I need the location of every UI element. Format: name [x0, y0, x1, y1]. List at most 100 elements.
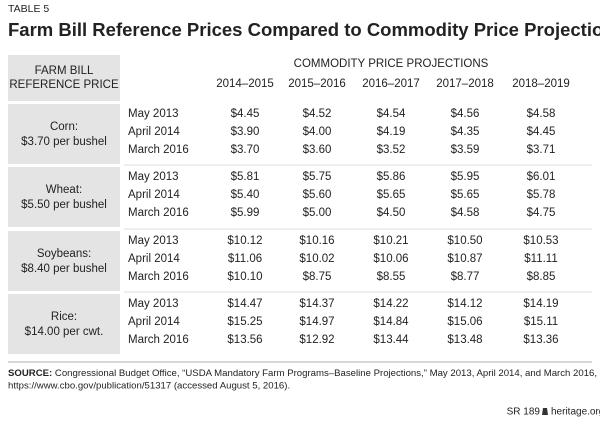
group-cell [8, 231, 120, 291]
cell-value: $4.50 [377, 207, 406, 219]
group-label: Wheat: [46, 184, 82, 196]
cell-value: $5.95 [451, 171, 480, 183]
row-date: March 2016 [128, 207, 189, 219]
cell-value: $15.25 [227, 316, 262, 328]
table-label: TABLE 5 [8, 3, 49, 15]
cell-value: $14.12 [447, 298, 482, 310]
cell-value: $5.65 [377, 189, 406, 201]
cell-value: $4.54 [377, 108, 406, 120]
cell-value: $3.59 [451, 144, 480, 156]
row-date: March 2016 [128, 144, 189, 156]
source-label: SOURCE: [8, 368, 55, 379]
bell-icon [542, 408, 548, 415]
row-date: May 2013 [128, 298, 179, 310]
cell-value: $4.75 [527, 207, 556, 219]
source-line: SOURCE: Congressional Budget Office, “US… [8, 368, 597, 379]
row-date: April 2014 [128, 126, 180, 138]
cell-value: $8.77 [451, 271, 480, 283]
cell-value: $10.02 [299, 253, 334, 265]
cell-value: $5.78 [527, 189, 556, 201]
cell-value: $4.56 [451, 108, 480, 120]
cell-value: $10.06 [373, 253, 408, 265]
cell-value: $5.81 [231, 171, 260, 183]
cell-value: $14.19 [523, 298, 558, 310]
group-label: Rice: [51, 311, 77, 323]
group-label: $14.00 per cwt. [25, 326, 104, 338]
cell-value: $14.97 [299, 316, 334, 328]
title: Farm Bill Reference Prices Compared to C… [8, 19, 600, 40]
cell-value: $10.21 [373, 235, 408, 247]
row-date: May 2013 [128, 235, 179, 247]
corner-text: FARM BILL [35, 65, 94, 77]
cell-value: $3.52 [377, 144, 406, 156]
cell-value: $4.52 [303, 108, 332, 120]
cell-value: $3.60 [303, 144, 332, 156]
column-header: 2016–2017 [362, 78, 420, 90]
cell-value: $10.50 [447, 235, 482, 247]
row-date: March 2016 [128, 334, 189, 346]
cell-value: $5.00 [303, 207, 332, 219]
cell-value: $6.01 [527, 171, 556, 183]
cell-value: $10.16 [299, 235, 334, 247]
row-date: March 2016 [128, 271, 189, 283]
cell-value: $13.36 [523, 334, 558, 346]
cell-value: $12.92 [299, 334, 334, 346]
cell-value: $5.60 [303, 189, 332, 201]
cell-value: $11.11 [524, 253, 557, 265]
row-date: April 2014 [128, 189, 180, 201]
column-header: 2018–2019 [512, 78, 570, 90]
cell-value: $15.06 [447, 316, 482, 328]
cell-value: $3.71 [527, 144, 556, 156]
row-date: April 2014 [128, 316, 180, 328]
cell-value: $4.45 [231, 108, 260, 120]
cell-value: $13.56 [227, 334, 262, 346]
cell-value: $13.48 [447, 334, 482, 346]
cell-value: $5.75 [303, 171, 332, 183]
cell-value: $5.99 [231, 207, 260, 219]
corner-cell [8, 55, 120, 101]
group-label: $8.40 per bushel [21, 263, 107, 275]
cell-value: $10.87 [447, 253, 482, 265]
cell-value: $8.55 [377, 271, 406, 283]
group-cell [8, 104, 120, 164]
cell-value: $8.75 [303, 271, 332, 283]
cell-value: $13.44 [373, 334, 409, 346]
group-label: $5.50 per bushel [21, 199, 107, 211]
footer-site: heritage.org [551, 407, 600, 418]
span-header: COMMODITY PRICE PROJECTIONS [294, 58, 489, 70]
group-label: Soybeans: [37, 248, 91, 260]
column-header: 2014–2015 [216, 78, 274, 90]
source-line: https://www.cbo.gov/publication/51317 (a… [8, 381, 290, 392]
row-date: April 2014 [128, 253, 180, 265]
column-header: 2017–2018 [436, 78, 494, 90]
group-cell [8, 294, 120, 354]
cell-value: $5.65 [451, 189, 480, 201]
cell-value: $8.85 [527, 271, 556, 283]
cell-value: $4.45 [527, 126, 556, 138]
cell-value: $3.70 [231, 144, 260, 156]
cell-value: $5.40 [231, 189, 260, 201]
group-cell [8, 167, 120, 227]
cell-value: $4.19 [377, 126, 406, 138]
column-header: 2015–2016 [288, 78, 346, 90]
cell-value: $10.10 [227, 271, 262, 283]
cell-value: $15.11 [524, 316, 558, 328]
source-text: Congressional Budget Office, “USDA Manda… [55, 368, 597, 379]
cell-value: $4.35 [451, 126, 480, 138]
cell-value: $14.37 [299, 298, 334, 310]
cell-value: $14.84 [373, 316, 409, 328]
group-label: Corn: [50, 121, 78, 133]
cell-value: $4.00 [303, 126, 332, 138]
cell-value: $4.58 [527, 108, 556, 120]
corner-text: REFERENCE PRICE [9, 79, 119, 91]
row-date: May 2013 [128, 108, 179, 120]
cell-value: $10.53 [523, 235, 558, 247]
cell-value: $3.90 [231, 126, 260, 138]
cell-value: $4.58 [451, 207, 480, 219]
cell-value: $14.47 [227, 298, 262, 310]
row-date: May 2013 [128, 171, 179, 183]
cell-value: $11.06 [228, 253, 262, 265]
cell-value: $10.12 [227, 235, 262, 247]
cell-value: $14.22 [373, 298, 408, 310]
